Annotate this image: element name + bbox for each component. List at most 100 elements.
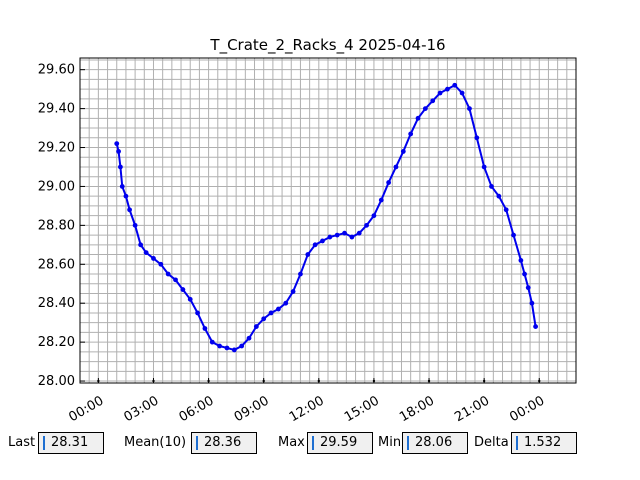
- y-tick-label: 29.00: [38, 179, 75, 194]
- y-tick-label: 28.20: [38, 335, 75, 350]
- delta-label: Delta: [474, 435, 509, 450]
- data-point: [231, 347, 237, 353]
- data-point: [116, 149, 121, 154]
- data-point: [452, 82, 458, 88]
- x-axis: 00:00 03:00 06:00 09:00 12:00 15:00 18:00 21:00…: [66, 378, 547, 425]
- data-point: [138, 242, 144, 248]
- data-point: [522, 271, 527, 277]
- data-point: [268, 310, 274, 316]
- data-point: [165, 271, 171, 277]
- data-point: [356, 230, 362, 236]
- chart: T_Crate_2_Racks_4 2025-04-16 28.00 28.20 2…: [38, 36, 577, 425]
- data-point: [151, 256, 156, 261]
- data-point: [437, 90, 443, 96]
- x-tick-label: 03:00: [122, 393, 162, 425]
- x-tick-dot: [207, 379, 210, 383]
- data-point: [261, 316, 267, 322]
- min-label: Min: [378, 435, 402, 450]
- data-point: [459, 90, 465, 96]
- x-tick-label: 15:00: [342, 393, 382, 425]
- data-point: [290, 289, 296, 294]
- data-point: [445, 86, 450, 92]
- x-tick-label: 00:00: [507, 393, 547, 425]
- data-point: [371, 213, 377, 219]
- chart-title: T_Crate_2_Racks_4 2025-04-16: [209, 36, 445, 55]
- x-tick-dot: [538, 379, 541, 383]
- data-point: [123, 193, 129, 199]
- data-point: [474, 135, 480, 141]
- data-point: [342, 230, 347, 236]
- data-point: [393, 164, 399, 170]
- data-point: [467, 106, 472, 111]
- last-label: Last: [8, 435, 36, 450]
- x-tick-dot: [317, 379, 321, 383]
- y-tick-label: 29.60: [38, 63, 75, 78]
- x-tick-dot: [372, 379, 376, 383]
- data-point: [489, 184, 494, 189]
- data-point: [158, 261, 164, 267]
- min-value-field: 28.06: [402, 432, 468, 454]
- data-point: [118, 164, 123, 170]
- data-point: [202, 326, 208, 331]
- mean-value-field: 28.36: [191, 432, 257, 454]
- data-point: [415, 115, 421, 121]
- x-tick-dot: [427, 379, 431, 383]
- last-value-field: 28.31: [38, 432, 104, 454]
- data-point: [518, 257, 524, 263]
- data-point: [349, 234, 355, 240]
- y-tick-label: 28.00: [38, 374, 75, 389]
- data-point: [209, 339, 215, 345]
- data-point: [422, 106, 428, 111]
- data-point: [127, 207, 132, 213]
- data-point: [327, 234, 333, 240]
- data-point: [503, 207, 509, 213]
- data-point: [496, 193, 502, 199]
- data-point: [511, 232, 516, 238]
- data-point: [312, 242, 318, 248]
- data-point: [195, 310, 200, 316]
- data-point: [132, 222, 138, 228]
- plot-frame: [79, 57, 577, 384]
- data-point: [378, 197, 384, 203]
- data-point: [276, 306, 281, 312]
- x-tick-label: 00:00: [66, 393, 106, 425]
- delta-value-field: 1.532: [511, 432, 577, 454]
- y-tick-label: 29.20: [38, 141, 75, 156]
- data-point: [529, 300, 535, 306]
- x-tick-dot: [97, 379, 100, 383]
- x-tick-dot: [262, 379, 265, 383]
- data-point: [334, 232, 340, 238]
- y-tick-label: 28.40: [38, 296, 75, 311]
- data-point: [430, 98, 436, 104]
- max-value-field: 29.59: [307, 432, 373, 454]
- data-point: [305, 252, 311, 257]
- data-point: [408, 131, 414, 137]
- data-point: [481, 164, 487, 170]
- data-point: [246, 335, 252, 341]
- data-point: [143, 250, 149, 256]
- mean-label: Mean(10): [124, 435, 187, 450]
- data-point: [283, 300, 289, 306]
- series-line: [115, 84, 537, 351]
- data-point: [525, 285, 531, 291]
- data-point: [119, 184, 125, 189]
- data-point: [298, 271, 303, 277]
- x-tick-label: 21:00: [452, 393, 492, 425]
- series: [114, 82, 538, 353]
- x-tick-label: 18:00: [397, 393, 437, 425]
- max-label: Max: [278, 435, 305, 450]
- data-point: [533, 324, 538, 329]
- data-point: [173, 277, 178, 283]
- y-tick-label: 28.60: [38, 257, 75, 272]
- data-point: [187, 296, 193, 302]
- y-axis: 28.00 28.20 28.40 28.60 28.80 29.00 29.20 29.40…: [38, 63, 85, 389]
- data-point: [239, 343, 245, 349]
- data-point: [253, 324, 259, 329]
- data-point: [217, 343, 223, 349]
- data-point: [400, 149, 406, 154]
- data-point: [320, 238, 325, 244]
- grid: [79, 58, 577, 383]
- data-point: [180, 287, 186, 292]
- y-tick-label: 29.40: [38, 102, 75, 117]
- data-point: [114, 141, 120, 147]
